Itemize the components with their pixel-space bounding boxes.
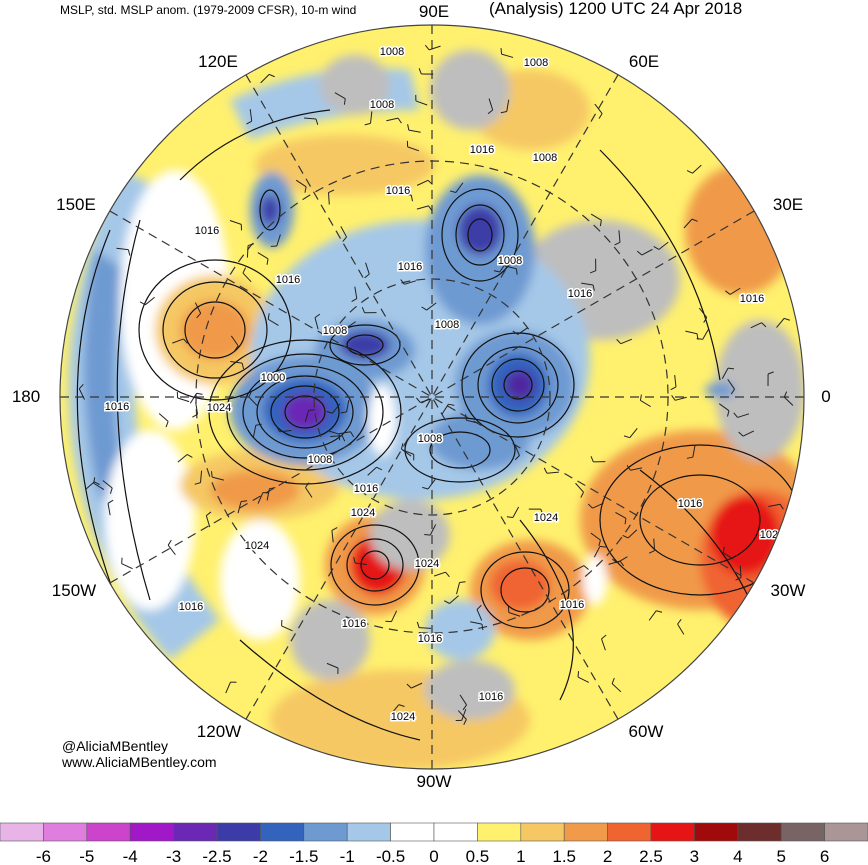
colorbar-tick-label: 6	[820, 847, 829, 865]
colorbar-swatch	[433, 822, 478, 842]
colorbar-swatch	[780, 822, 825, 842]
label-120w: 120W	[196, 722, 242, 741]
colorbar: -6 -5 -4 -3 -2.5 -2 -1.5 -1 -0.5 0 0.5 1 1.5 2 2.5 3 4 5 6	[0, 822, 868, 865]
isobar-label: 1016	[740, 293, 764, 305]
isobar-label: 1000	[261, 372, 285, 384]
colorbar-tick-label: -4	[123, 847, 138, 865]
isobar-label: 1016	[568, 288, 592, 300]
analysis-time: (Analysis) 1200 UTC 24 Apr 2018	[489, 0, 743, 18]
colorbar-tick-label: -5	[79, 847, 94, 865]
colorbar-tick-label: -1	[340, 847, 355, 865]
isobar-label: 1008	[498, 255, 522, 267]
isobar-label: 1016	[418, 633, 442, 645]
isobar-label: 1016	[276, 274, 300, 286]
isobar-label: 1024	[760, 529, 784, 541]
isobar-label: 1016	[386, 185, 410, 197]
colorbar-swatch	[346, 822, 391, 842]
isobar-label: 1016	[342, 618, 366, 630]
isobar-label: 1016	[105, 401, 129, 413]
label-90w: 90W	[416, 772, 452, 791]
colorbar-tick-label: -2.5	[202, 847, 231, 865]
label-60e: 60E	[628, 52, 660, 71]
isobar-label: 1024	[351, 507, 375, 519]
isobar-label: 1016	[398, 261, 422, 273]
colorbar-tick-label: -2	[253, 847, 268, 865]
map-title: MSLP, std. MSLP anom. (1979-2009 CFSR), …	[60, 3, 357, 17]
colorbar-tick-label: -1.5	[289, 847, 318, 865]
label-150e: 150E	[56, 195, 96, 214]
isobar-label: 1016	[678, 498, 702, 510]
label-90e: 90E	[418, 2, 450, 21]
isobar-label: 1008	[435, 319, 459, 331]
label-30w: 30W	[770, 581, 806, 600]
isobar-label: 1016	[179, 601, 203, 613]
credit-website: www.AliciaMBentley.com	[62, 754, 217, 770]
isobar-label: 1016	[479, 691, 503, 703]
isobar-label: 1008	[380, 46, 404, 58]
colorbar-tick-label: 4	[733, 847, 742, 865]
colorbar-swatch	[650, 822, 695, 842]
map-boundary	[59, 24, 805, 770]
colorbar-swatch	[129, 822, 174, 842]
colorbar-swatch	[607, 822, 652, 842]
colorbar-swatch	[303, 822, 348, 842]
colorbar-swatch	[216, 822, 261, 842]
isobar-label: 1024	[534, 512, 558, 524]
colorbar-swatch	[563, 822, 608, 842]
colorbar-swatch	[694, 822, 739, 842]
isobar-label: 1008	[418, 433, 442, 445]
colorbar-swatch	[390, 822, 435, 842]
colorbar-tick-label: 5	[776, 847, 785, 865]
colorbar-swatch	[0, 822, 44, 842]
isobar-label: 1016	[470, 144, 494, 156]
isobar-label: 1016	[195, 225, 219, 237]
isobar-label: 1008	[308, 454, 332, 466]
isobar-label: 1024	[207, 402, 231, 414]
isobar-label: 1016	[354, 483, 378, 495]
colorbar-swatch	[173, 822, 218, 842]
colorbar-swatch	[86, 822, 131, 842]
colorbar-tick-label: 1.5	[552, 847, 576, 865]
isobar-label: 1016	[560, 599, 584, 611]
label-150w: 150W	[51, 581, 97, 600]
credit-handle: @AliciaMBentley	[62, 738, 169, 754]
isobar-label: 1024	[415, 558, 439, 570]
colorbar-tick-label: 0.5	[466, 847, 490, 865]
isobar-label: 1008	[370, 99, 394, 111]
colorbar-tick-label: -0.5	[376, 847, 405, 865]
isobar-label: 1008	[533, 152, 557, 164]
label-0: 0	[821, 387, 831, 406]
label-120e: 120E	[198, 52, 238, 71]
colorbar-swatch	[824, 822, 868, 842]
label-60w: 60W	[628, 722, 664, 741]
colorbar-tick-label: 0	[429, 847, 438, 865]
anomaly-field: 1008 1008 1008 1016 1008 1016 1016 1016 1008 1016…	[60, 25, 804, 769]
colorbar-swatch	[520, 822, 565, 842]
isobar-label: 1024	[245, 540, 269, 552]
colorbar-tick-label: 2	[603, 847, 612, 865]
colorbar-swatch	[43, 822, 88, 842]
colorbar-swatch	[477, 822, 522, 842]
isobar-label: 1008	[323, 325, 347, 337]
label-30e: 30E	[772, 195, 804, 214]
label-180: 180	[11, 387, 41, 406]
colorbar-tick-label: -3	[166, 847, 181, 865]
isobar-label: 1008	[524, 57, 548, 69]
colorbar-tick-label: 2.5	[639, 847, 663, 865]
polar-stereographic-map: 1008 1008 1008 1016 1008 1016 1016 1016 1008 1016…	[59, 24, 805, 770]
colorbar-swatch	[737, 822, 782, 842]
colorbar-tick-label: 1	[516, 847, 525, 865]
colorbar-tick-label: -6	[36, 847, 51, 865]
colorbar-swatch	[260, 822, 305, 842]
colorbar-tick-label: 3	[690, 847, 699, 865]
isobar-label: 1024	[391, 711, 415, 723]
